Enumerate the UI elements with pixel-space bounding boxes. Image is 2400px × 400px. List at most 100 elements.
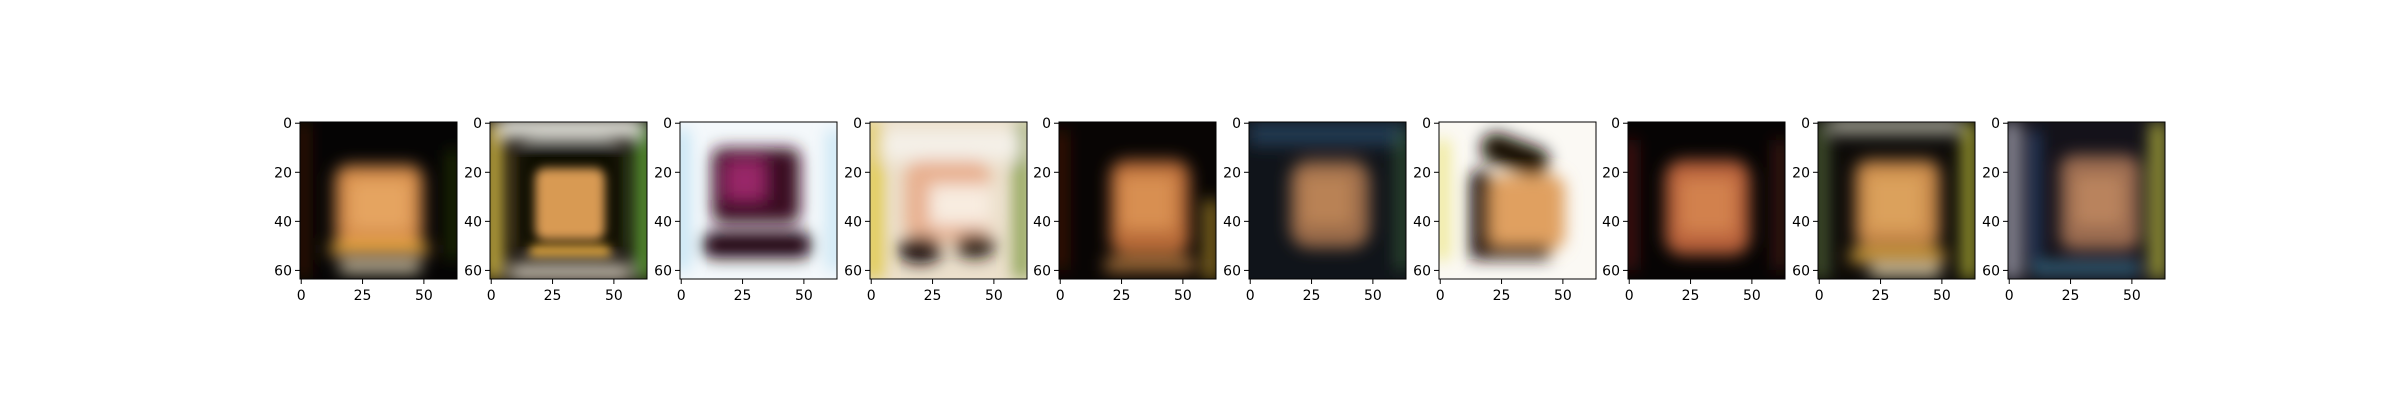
- sample-image-4: [870, 122, 1027, 279]
- axes-panel-3: 0 25 50 0 20 40 60: [654, 116, 813, 304]
- sample-image-2: [490, 122, 647, 279]
- x-tick-label: 25: [354, 288, 372, 304]
- axes-panel-8: 0 25 50 0 20 40 60: [1602, 116, 1761, 304]
- sample-image-8: [1628, 122, 1785, 279]
- axes-panel-9: 0 25 50 0 20 40 60: [1792, 116, 1951, 304]
- axes-panel-4: 0 25 50 0 20 40 60: [844, 116, 1003, 304]
- y-tick-label: 40: [1413, 214, 1431, 230]
- sample-panel-8: [1627, 121, 1786, 280]
- x-tick-label: 50: [1364, 288, 1382, 304]
- y-tick-label: 40: [654, 214, 672, 230]
- y-tick-label: 40: [274, 214, 292, 230]
- x-tick-label: 25: [1113, 288, 1131, 304]
- y-tick-label: 20: [1602, 165, 1620, 181]
- y-tick-label: 0: [1422, 116, 1431, 132]
- y-tick-label: 40: [1792, 214, 1810, 230]
- y-tick-label: 40: [1602, 214, 1620, 230]
- x-tick-label: 0: [1625, 288, 1634, 304]
- y-tick-label: 20: [1982, 165, 2000, 181]
- axes-panel-6: 0 25 50 0 20 40 60: [1223, 116, 1382, 304]
- sample-image-3: [680, 122, 837, 279]
- axes-panel-1: 0 25 50 0 20 40 60: [274, 116, 433, 304]
- x-tick-label: 50: [415, 288, 433, 304]
- sample-panel-1: [299, 121, 458, 280]
- x-tick-label: 50: [985, 288, 1003, 304]
- x-tick-label: 0: [677, 288, 686, 304]
- sample-panel-9: [1817, 121, 1976, 280]
- y-tick-label: 60: [1413, 263, 1431, 279]
- x-tick-label: 25: [734, 288, 752, 304]
- y-tick-label: 60: [844, 263, 862, 279]
- sample-image-5: [1059, 122, 1216, 279]
- y-tick-label: 20: [274, 165, 292, 181]
- y-tick-label: 60: [654, 263, 672, 279]
- sample-panel-7: [1438, 121, 1597, 280]
- sample-panel-3: [679, 121, 838, 280]
- sample-panel-5: [1058, 121, 1217, 280]
- axes-panel-7: 0 25 50 0 20 40 60: [1413, 116, 1572, 304]
- y-tick-label: 60: [1033, 263, 1051, 279]
- x-tick-label: 50: [2123, 288, 2141, 304]
- x-tick-label: 25: [544, 288, 562, 304]
- sample-panel-2: [489, 121, 648, 280]
- sample-panel-10: [2007, 121, 2166, 280]
- y-tick-label: 20: [1033, 165, 1051, 181]
- x-tick-label: 0: [1246, 288, 1255, 304]
- sample-image-10: [2008, 122, 2165, 279]
- x-tick-label: 25: [1303, 288, 1321, 304]
- x-tick-label: 0: [867, 288, 876, 304]
- y-tick-label: 40: [1982, 214, 2000, 230]
- x-tick-label: 25: [1493, 288, 1511, 304]
- y-tick-label: 0: [1232, 116, 1241, 132]
- y-tick-label: 20: [1413, 165, 1431, 181]
- y-tick-label: 40: [1223, 214, 1241, 230]
- y-tick-label: 60: [274, 263, 292, 279]
- x-tick-label: 25: [2062, 288, 2080, 304]
- sample-image-9: [1818, 122, 1975, 279]
- y-tick-label: 60: [1223, 263, 1241, 279]
- y-tick-label: 0: [1042, 116, 1051, 132]
- y-tick-label: 20: [844, 165, 862, 181]
- x-tick-label: 25: [924, 288, 942, 304]
- y-tick-label: 40: [1033, 214, 1051, 230]
- x-tick-label: 0: [2005, 288, 2014, 304]
- x-tick-label: 50: [1554, 288, 1572, 304]
- axes-panel-2: 0 25 50 0 20 40 60: [464, 116, 623, 304]
- y-tick-label: 60: [464, 263, 482, 279]
- x-tick-label: 0: [1436, 288, 1445, 304]
- x-tick-label: 50: [605, 288, 623, 304]
- y-tick-label: 60: [1602, 263, 1620, 279]
- sample-image-1: [300, 122, 457, 279]
- sample-image-6: [1249, 122, 1406, 279]
- x-tick-label: 0: [487, 288, 496, 304]
- y-tick-label: 60: [1792, 263, 1810, 279]
- x-tick-label: 25: [1872, 288, 1890, 304]
- y-tick-label: 0: [1991, 116, 2000, 132]
- y-tick-label: 20: [1792, 165, 1810, 181]
- x-tick-label: 50: [1933, 288, 1951, 304]
- axes-panel-10: 0 25 50 0 20 40 60: [1982, 116, 2141, 304]
- y-tick-label: 0: [853, 116, 862, 132]
- sample-panel-6: [1248, 121, 1407, 280]
- x-tick-label: 0: [1815, 288, 1824, 304]
- x-tick-label: 50: [1743, 288, 1761, 304]
- axes-layer: 0 25 50 0 20 40 60 0 25 50 0 20 40 60 0 25 50 0 20 40 60 0 25 5…: [274, 116, 2141, 304]
- x-tick-label: 50: [1174, 288, 1192, 304]
- y-tick-label: 0: [663, 116, 672, 132]
- sample-image-7: [1439, 122, 1596, 279]
- y-tick-label: 40: [844, 214, 862, 230]
- x-tick-label: 25: [1682, 288, 1700, 304]
- x-tick-label: 0: [1056, 288, 1065, 304]
- y-tick-label: 20: [1223, 165, 1241, 181]
- x-tick-label: 50: [795, 288, 813, 304]
- y-tick-label: 20: [464, 165, 482, 181]
- x-tick-label: 0: [297, 288, 306, 304]
- y-tick-label: 60: [1982, 263, 2000, 279]
- y-tick-label: 0: [1801, 116, 1810, 132]
- y-tick-label: 0: [1611, 116, 1620, 132]
- y-tick-label: 0: [473, 116, 482, 132]
- y-tick-label: 0: [283, 116, 292, 132]
- y-tick-label: 40: [464, 214, 482, 230]
- y-tick-label: 20: [654, 165, 672, 181]
